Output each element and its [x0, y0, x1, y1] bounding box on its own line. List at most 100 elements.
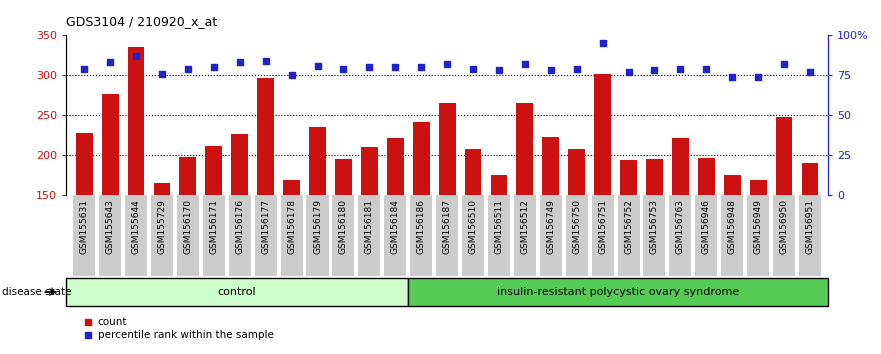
Point — [751, 74, 766, 80]
FancyBboxPatch shape — [592, 195, 614, 276]
FancyBboxPatch shape — [73, 195, 95, 276]
Point — [129, 53, 143, 59]
Point — [725, 74, 739, 80]
Point — [648, 68, 662, 73]
Text: GSM156512: GSM156512 — [521, 199, 529, 254]
Bar — [413, 122, 430, 314]
Text: GSM156171: GSM156171 — [210, 199, 218, 254]
Bar — [101, 93, 119, 314]
Point — [155, 71, 169, 76]
Bar — [387, 138, 403, 314]
Bar — [516, 103, 533, 314]
FancyBboxPatch shape — [722, 195, 744, 276]
FancyBboxPatch shape — [66, 278, 408, 306]
FancyBboxPatch shape — [125, 195, 147, 276]
Text: disease state: disease state — [2, 287, 71, 297]
FancyBboxPatch shape — [747, 195, 769, 276]
Point — [181, 66, 195, 72]
FancyBboxPatch shape — [332, 195, 354, 276]
Bar — [283, 179, 300, 314]
Point — [440, 61, 454, 67]
Point — [570, 66, 584, 72]
Text: GSM156946: GSM156946 — [702, 199, 711, 254]
FancyBboxPatch shape — [643, 195, 665, 276]
Text: GSM156184: GSM156184 — [391, 199, 400, 254]
Text: GSM156176: GSM156176 — [235, 199, 244, 254]
Text: GSM156950: GSM156950 — [780, 199, 788, 254]
Text: GSM156181: GSM156181 — [365, 199, 374, 254]
Point — [466, 66, 480, 72]
Bar — [750, 181, 766, 314]
Text: GSM156749: GSM156749 — [546, 199, 555, 254]
Text: GSM156170: GSM156170 — [183, 199, 192, 254]
FancyBboxPatch shape — [280, 195, 302, 276]
Text: GSM156951: GSM156951 — [805, 199, 815, 254]
FancyBboxPatch shape — [203, 195, 225, 276]
Bar — [361, 147, 378, 314]
Bar — [180, 157, 196, 314]
Point — [389, 64, 403, 70]
Bar — [620, 160, 637, 314]
Bar — [205, 146, 222, 314]
Bar — [568, 149, 585, 314]
Bar — [257, 78, 274, 314]
Text: GSM156186: GSM156186 — [417, 199, 426, 254]
Point — [310, 63, 324, 68]
Point — [414, 64, 428, 70]
Bar — [802, 163, 818, 314]
Point — [362, 64, 376, 70]
Point — [78, 66, 92, 72]
Bar — [775, 118, 793, 314]
Point — [544, 68, 558, 73]
Bar — [543, 137, 559, 314]
FancyBboxPatch shape — [540, 195, 562, 276]
Bar — [76, 132, 93, 314]
FancyBboxPatch shape — [151, 195, 173, 276]
Point — [285, 72, 299, 78]
Text: GSM156753: GSM156753 — [650, 199, 659, 254]
Bar — [335, 159, 352, 314]
Point — [207, 64, 221, 70]
Point — [621, 69, 635, 75]
Text: GSM156187: GSM156187 — [442, 199, 452, 254]
Text: GSM156752: GSM156752 — [624, 199, 633, 254]
Bar — [439, 103, 455, 314]
Text: GDS3104 / 210920_x_at: GDS3104 / 210920_x_at — [66, 15, 218, 28]
Text: insulin-resistant polycystic ovary syndrome: insulin-resistant polycystic ovary syndr… — [497, 287, 739, 297]
Text: GSM156177: GSM156177 — [261, 199, 270, 254]
Text: GSM155729: GSM155729 — [158, 199, 167, 254]
FancyBboxPatch shape — [514, 195, 536, 276]
Text: GSM156510: GSM156510 — [469, 199, 478, 254]
FancyBboxPatch shape — [307, 195, 329, 276]
FancyBboxPatch shape — [670, 195, 692, 276]
Point — [700, 66, 714, 72]
Bar — [464, 149, 481, 314]
Bar — [232, 134, 248, 314]
Text: GSM155643: GSM155643 — [106, 199, 115, 254]
Point — [596, 41, 610, 46]
Text: GSM156763: GSM156763 — [676, 199, 685, 254]
Bar — [309, 127, 326, 314]
FancyBboxPatch shape — [411, 195, 433, 276]
Point — [777, 61, 791, 67]
FancyBboxPatch shape — [488, 195, 510, 276]
FancyBboxPatch shape — [100, 195, 122, 276]
FancyBboxPatch shape — [408, 278, 828, 306]
Point — [803, 69, 817, 75]
Bar — [128, 47, 144, 314]
Point — [233, 59, 247, 65]
Point — [518, 61, 532, 67]
Text: GSM155644: GSM155644 — [131, 199, 141, 253]
FancyBboxPatch shape — [695, 195, 717, 276]
FancyBboxPatch shape — [618, 195, 640, 276]
FancyBboxPatch shape — [384, 195, 406, 276]
Point — [492, 68, 506, 73]
Text: GSM155631: GSM155631 — [79, 199, 89, 254]
Bar — [672, 138, 689, 314]
Text: GSM156511: GSM156511 — [494, 199, 503, 254]
Legend: count, percentile rank within the sample: count, percentile rank within the sample — [80, 313, 278, 345]
Text: GSM156750: GSM156750 — [573, 199, 581, 254]
FancyBboxPatch shape — [799, 195, 821, 276]
FancyBboxPatch shape — [566, 195, 588, 276]
FancyBboxPatch shape — [229, 195, 251, 276]
